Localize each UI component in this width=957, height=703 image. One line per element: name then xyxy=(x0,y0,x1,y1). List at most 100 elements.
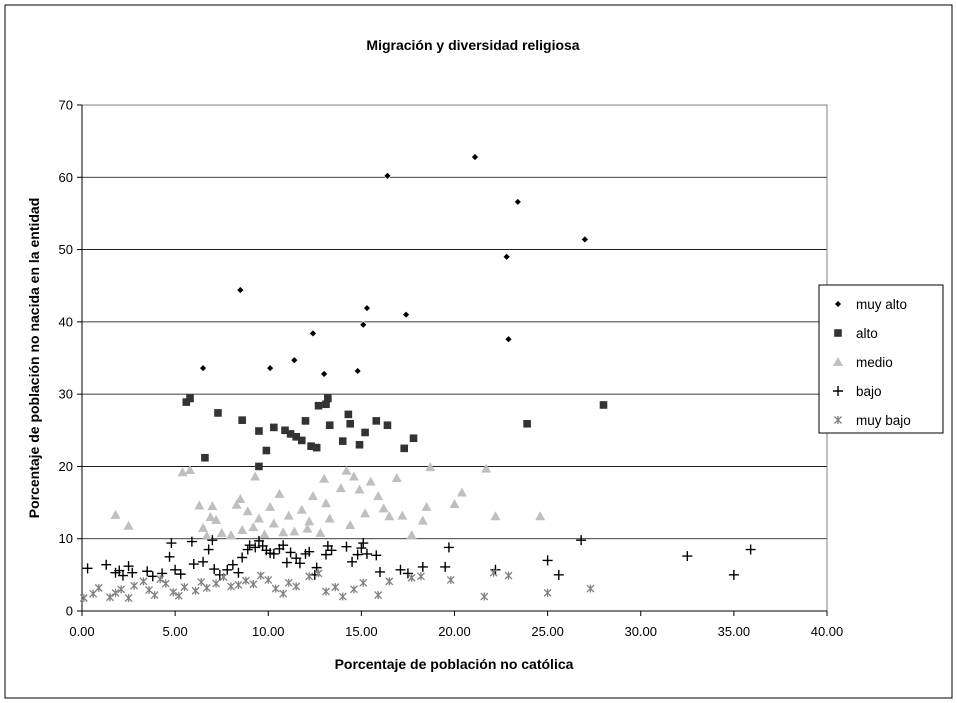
x-tick-label: 15.00 xyxy=(345,624,378,639)
data-point xyxy=(180,583,189,592)
data-point xyxy=(250,542,261,553)
data-point xyxy=(402,568,413,579)
data-point xyxy=(409,434,418,443)
y-tick-label: 60 xyxy=(59,170,73,185)
data-point xyxy=(278,527,289,537)
data-point xyxy=(250,471,261,481)
data-point xyxy=(309,329,317,338)
data-point xyxy=(117,585,126,594)
data-point xyxy=(542,555,553,566)
data-point xyxy=(375,566,385,577)
data-point xyxy=(123,520,134,530)
data-point xyxy=(237,525,248,535)
data-point xyxy=(219,573,228,582)
legend-marker xyxy=(833,386,843,396)
data-point xyxy=(407,573,416,582)
data-point xyxy=(248,522,259,532)
series-muy-alto xyxy=(199,153,589,378)
data-point xyxy=(255,427,263,435)
data-point xyxy=(421,501,432,511)
y-tick-label: 0 xyxy=(66,604,73,619)
data-point xyxy=(576,535,587,546)
y-tick-label: 20 xyxy=(59,459,73,474)
data-point xyxy=(745,544,756,555)
y-tick-label: 10 xyxy=(59,531,73,546)
data-point xyxy=(360,508,371,518)
data-point xyxy=(142,566,153,577)
data-point xyxy=(279,589,288,598)
data-point xyxy=(226,530,236,540)
data-point xyxy=(301,417,310,425)
data-point xyxy=(234,580,243,589)
data-point xyxy=(292,582,301,591)
data-point xyxy=(535,511,546,521)
legend-box xyxy=(818,284,944,434)
data-point xyxy=(302,523,313,533)
data-point xyxy=(110,509,121,519)
data-point xyxy=(406,530,417,540)
data-point xyxy=(513,197,522,206)
data-point xyxy=(320,498,331,508)
data-point xyxy=(307,442,315,450)
data-point xyxy=(425,462,436,472)
data-point xyxy=(456,487,467,497)
data-point xyxy=(335,483,346,493)
x-tick-label: 0.00 xyxy=(69,624,94,639)
data-point xyxy=(124,593,133,602)
data-point xyxy=(307,491,318,501)
legend-marker xyxy=(834,329,842,337)
data-point xyxy=(186,394,194,403)
series-muy-bajo xyxy=(79,568,595,602)
data-point xyxy=(338,437,347,445)
data-point xyxy=(265,501,276,511)
data-point xyxy=(480,592,489,601)
data-point xyxy=(355,440,364,449)
data-point xyxy=(402,310,410,319)
data-point xyxy=(599,401,608,409)
data-point xyxy=(202,583,211,592)
data-point xyxy=(222,564,233,575)
series-medio xyxy=(110,462,546,540)
data-point xyxy=(201,453,209,462)
data-point xyxy=(440,561,451,572)
data-point xyxy=(325,421,334,430)
data-point xyxy=(255,462,263,471)
data-point xyxy=(266,364,275,373)
data-point xyxy=(314,401,323,410)
axes: 0 10 20 30 40 50 60 70 0.00 5.00 10.00 15.00 20.00 25… xyxy=(59,98,844,640)
data-point xyxy=(241,576,250,585)
gridlines xyxy=(82,176,827,540)
data-point xyxy=(682,551,693,562)
data-point xyxy=(268,548,279,559)
data-point xyxy=(449,499,460,509)
data-point xyxy=(256,571,265,580)
data-point xyxy=(384,511,395,521)
data-point xyxy=(290,356,299,365)
data-point xyxy=(207,501,218,511)
data-point xyxy=(130,581,139,590)
data-point xyxy=(253,513,264,523)
data-point xyxy=(443,542,454,553)
data-point xyxy=(244,540,255,551)
data-point xyxy=(150,591,159,600)
data-point xyxy=(361,548,372,559)
data-point xyxy=(207,535,218,546)
data-point xyxy=(123,561,134,572)
data-point xyxy=(236,286,245,294)
data-point xyxy=(320,369,329,378)
data-point xyxy=(117,570,128,581)
data-point xyxy=(238,416,246,424)
data-point xyxy=(285,547,296,558)
data-point xyxy=(147,571,158,582)
data-point xyxy=(127,567,138,578)
data-point xyxy=(338,592,347,601)
data-point xyxy=(235,493,246,503)
data-point xyxy=(586,584,595,593)
data-point xyxy=(242,544,253,555)
data-point xyxy=(191,586,200,595)
data-point xyxy=(281,426,289,435)
chart-title: Migración y diversidad religiosa xyxy=(366,37,579,53)
data-point xyxy=(296,504,307,514)
data-point xyxy=(268,518,279,528)
data-point xyxy=(353,367,362,375)
